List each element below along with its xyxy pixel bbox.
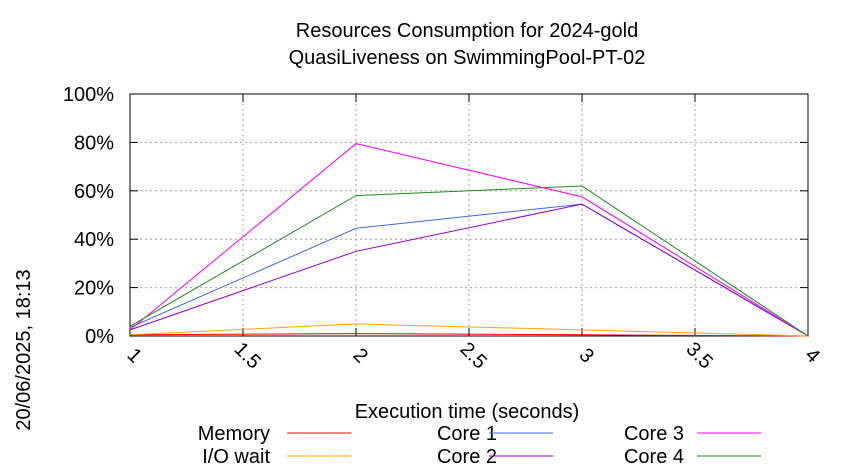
series-line-core-2	[129, 203, 809, 337]
plot-border	[129, 93, 809, 337]
x-tick-label: 2	[349, 344, 372, 367]
y-tick-label: 100%	[63, 84, 114, 106]
side-timestamp-label: 20/06/2025, 18:13	[13, 269, 35, 430]
legend-label-core-4: Core 4	[624, 446, 684, 468]
x-tick-label: 2.5	[456, 338, 491, 373]
chart-title-line1: Resources Consumption for 2024-gold	[296, 20, 638, 42]
legend-label-core-3: Core 3	[624, 423, 684, 445]
x-tick-label: 3.5	[682, 338, 717, 373]
x-tick-label: 1	[123, 344, 146, 367]
legend-label-i-o-wait: I/O wait	[202, 446, 270, 468]
x-axis-label: Execution time (seconds)	[355, 401, 580, 423]
legend-label-core-2: Core 2	[437, 446, 497, 468]
series-line-core-3	[129, 143, 809, 337]
grid	[129, 93, 809, 337]
series-line-memory	[129, 333, 809, 337]
chart-title-line2: QuasiLiveness on SwimmingPool-PT-02	[289, 47, 646, 69]
series-lines	[129, 143, 809, 337]
x-tick-label: 1.5	[230, 338, 265, 373]
y-tick-label: 20%	[74, 278, 114, 300]
series-line-core-4	[129, 185, 809, 337]
series-line-i-o-wait	[129, 323, 809, 337]
x-tick-label: 3	[575, 344, 598, 367]
y-tick-label: 80%	[74, 132, 114, 154]
legend-label-core-1: Core 1	[437, 423, 497, 445]
y-tick-label: 40%	[74, 229, 114, 251]
x-tick-label: 4	[801, 344, 824, 367]
axes: 0% 20% 40% 60% 80% 100% 1 1.5 2 2.5 3 3.5 4	[63, 84, 824, 373]
y-tick-label: 60%	[74, 181, 114, 203]
y-tick-label: 0%	[85, 326, 114, 348]
legend-label-memory: Memory	[198, 423, 270, 445]
